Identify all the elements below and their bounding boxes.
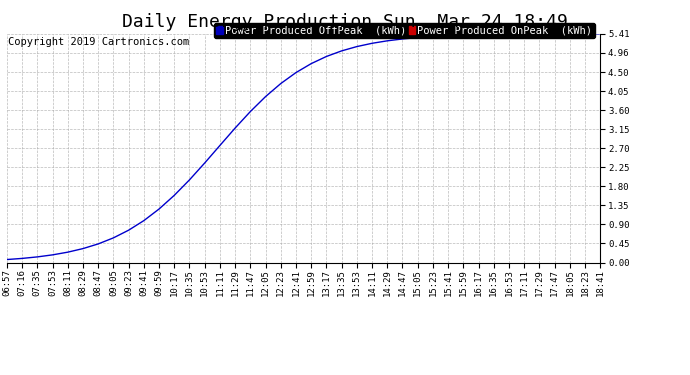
Legend: Power Produced OffPeak  (kWh), Power Produced OnPeak  (kWh): Power Produced OffPeak (kWh), Power Prod… [214,23,595,38]
Text: Copyright 2019 Cartronics.com: Copyright 2019 Cartronics.com [8,37,189,47]
Text: Daily Energy Production Sun  Mar 24 18:49: Daily Energy Production Sun Mar 24 18:49 [122,13,568,31]
